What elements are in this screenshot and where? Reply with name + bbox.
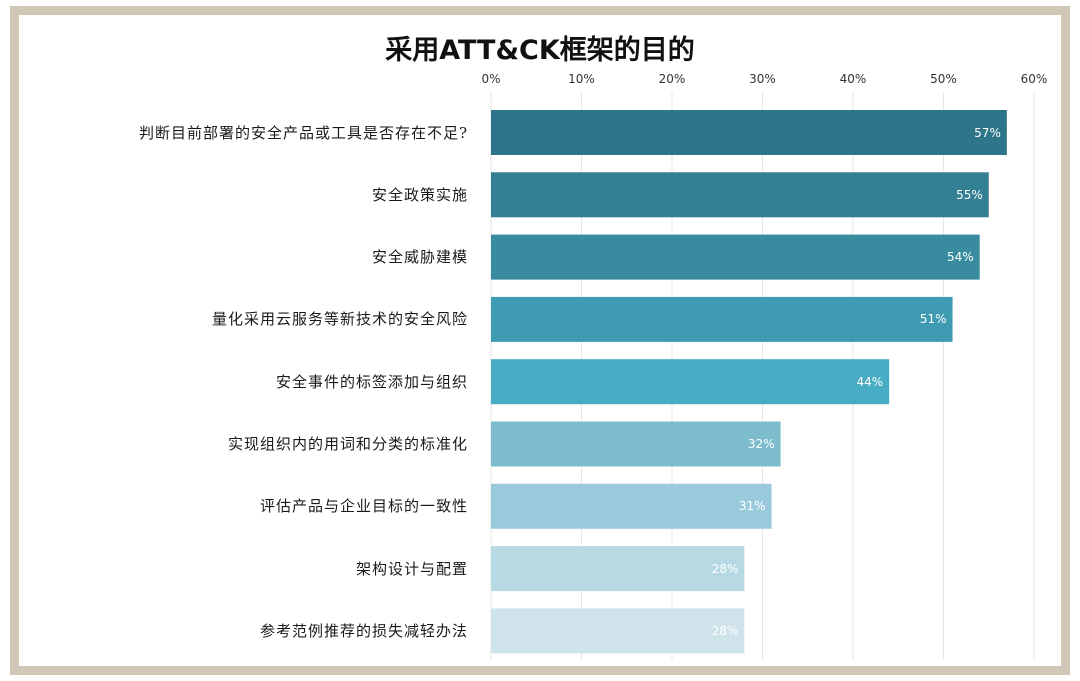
- chart-title: 采用ATT&CK框架的目的: [385, 35, 695, 66]
- bar: [491, 110, 1007, 155]
- bar-value-label: 55%: [956, 187, 983, 202]
- bar-value-label: 32%: [747, 437, 775, 451]
- category-label: 量化采用云服务等新技术的安全风险: [211, 310, 468, 329]
- bar-value-label: 54%: [947, 250, 974, 265]
- x-tick-label: 60%: [1020, 72, 1048, 86]
- bar-value-label: 31%: [738, 499, 766, 514]
- bar: [491, 483, 772, 529]
- bar-value-label: 57%: [974, 125, 1001, 140]
- bar: [491, 234, 980, 280]
- category-label: 安全事件的标签添加与组织: [275, 372, 468, 391]
- category-label: 架构设计与配置: [355, 559, 468, 578]
- x-tick-label: 0%: [481, 72, 501, 86]
- category-label: 判断目前部署的安全产品或工具是否存在不足?: [138, 123, 468, 142]
- x-tick-label: 30%: [749, 72, 776, 86]
- x-tick-label: 20%: [658, 72, 686, 86]
- x-tick-label: 50%: [930, 72, 957, 86]
- category-label: 评估产品与企业目标的一致性: [259, 497, 468, 516]
- bar: [491, 172, 989, 218]
- category-label: 安全政策实施: [371, 185, 468, 204]
- bar-value-label: 51%: [919, 312, 947, 327]
- bar: [491, 608, 745, 654]
- bar: [491, 546, 745, 592]
- bar: [491, 421, 781, 467]
- bar-value-label: 28%: [711, 561, 739, 576]
- bar: [491, 296, 953, 342]
- bar: [491, 359, 890, 405]
- bar-value-label: 28%: [711, 623, 739, 638]
- x-tick-label: 10%: [568, 72, 595, 86]
- bar-value-label: 44%: [856, 374, 884, 389]
- x-tick-label: 40%: [839, 72, 867, 86]
- category-label: 实现组织内的用词和分类的标准化: [227, 435, 468, 453]
- category-label: 安全威胁建模: [371, 248, 468, 267]
- category-label: 参考范例推荐的损失减轻办法: [259, 621, 468, 640]
